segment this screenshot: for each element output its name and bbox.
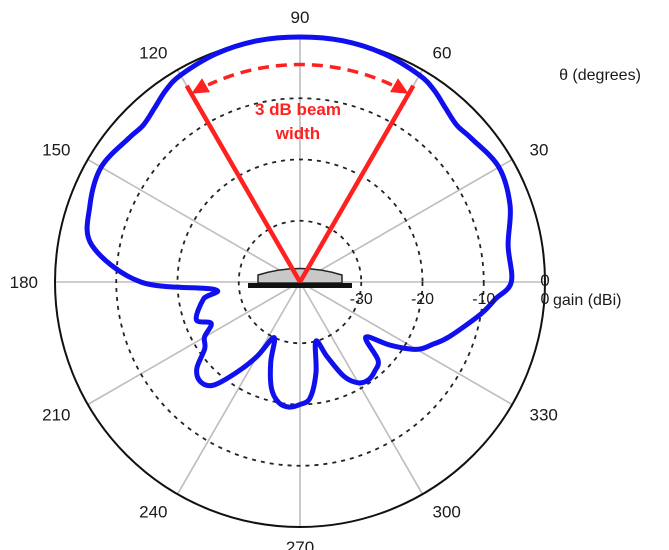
ring-label-0: 0 xyxy=(541,291,550,308)
ring--30 xyxy=(237,219,363,345)
angle-tick-0: 0 xyxy=(540,271,549,290)
beamwidth-label-line2: width xyxy=(275,124,320,143)
theta-axis-title: θ (degrees) xyxy=(559,67,641,84)
spoke-210 xyxy=(87,281,301,406)
antenna-dome xyxy=(257,267,343,284)
angle-tick-330: 330 xyxy=(529,406,557,425)
ring-tick-labels: 0 -10 -20 -30 xyxy=(350,291,550,308)
ring-label--10: -10 xyxy=(472,291,495,308)
beamwidth-arc xyxy=(191,62,409,94)
angle-tick-120: 120 xyxy=(139,44,167,63)
angle-tick-210: 210 xyxy=(42,406,70,425)
r-axis-title: gain (dBi) xyxy=(553,292,621,309)
antenna-plate xyxy=(248,283,352,288)
beamwidth-label-line1: 3 dB beam xyxy=(255,100,341,119)
angle-tick-30: 30 xyxy=(529,141,548,160)
angle-tick-270: 270 xyxy=(286,538,314,550)
spoke-240 xyxy=(176,281,301,495)
angle-tick-150: 150 xyxy=(42,141,70,160)
beamwidth-arc-path xyxy=(207,62,393,87)
antenna-icon xyxy=(248,267,352,288)
series-line-0 xyxy=(84,34,515,410)
angle-tick-60: 60 xyxy=(433,44,452,63)
angle-tick-labels: 0 30 60 90 120 150 180 210 240 270 300 330 xyxy=(10,8,558,550)
angle-tick-300: 300 xyxy=(433,502,461,521)
series-group xyxy=(84,34,515,410)
beamwidth-arrow-left xyxy=(191,78,210,94)
spoke-150 xyxy=(87,158,301,283)
angle-tick-90: 90 xyxy=(291,8,310,27)
ring-label--20: -20 xyxy=(411,291,434,308)
ring-label--30: -30 xyxy=(350,291,373,308)
beamwidth-line-2 xyxy=(184,84,302,284)
beamwidth-lines xyxy=(184,84,416,284)
beamwidth-line-1 xyxy=(298,84,416,284)
ring--10 xyxy=(115,97,485,467)
angle-tick-240: 240 xyxy=(139,502,167,521)
angle-tick-180: 180 xyxy=(10,273,38,292)
beamwidth-arrow-right xyxy=(390,78,409,94)
